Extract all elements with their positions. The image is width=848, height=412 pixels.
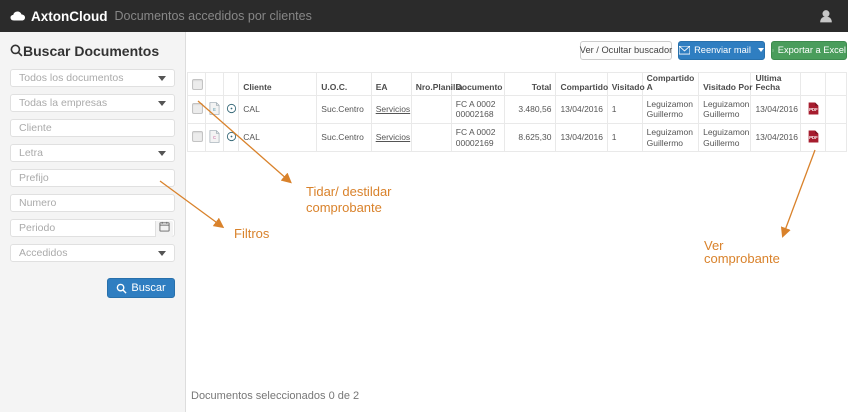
svg-text:E: E	[213, 106, 216, 111]
svg-text:PDF: PDF	[809, 107, 818, 112]
svg-text:PDF: PDF	[809, 135, 818, 140]
svg-text:C: C	[213, 135, 216, 140]
